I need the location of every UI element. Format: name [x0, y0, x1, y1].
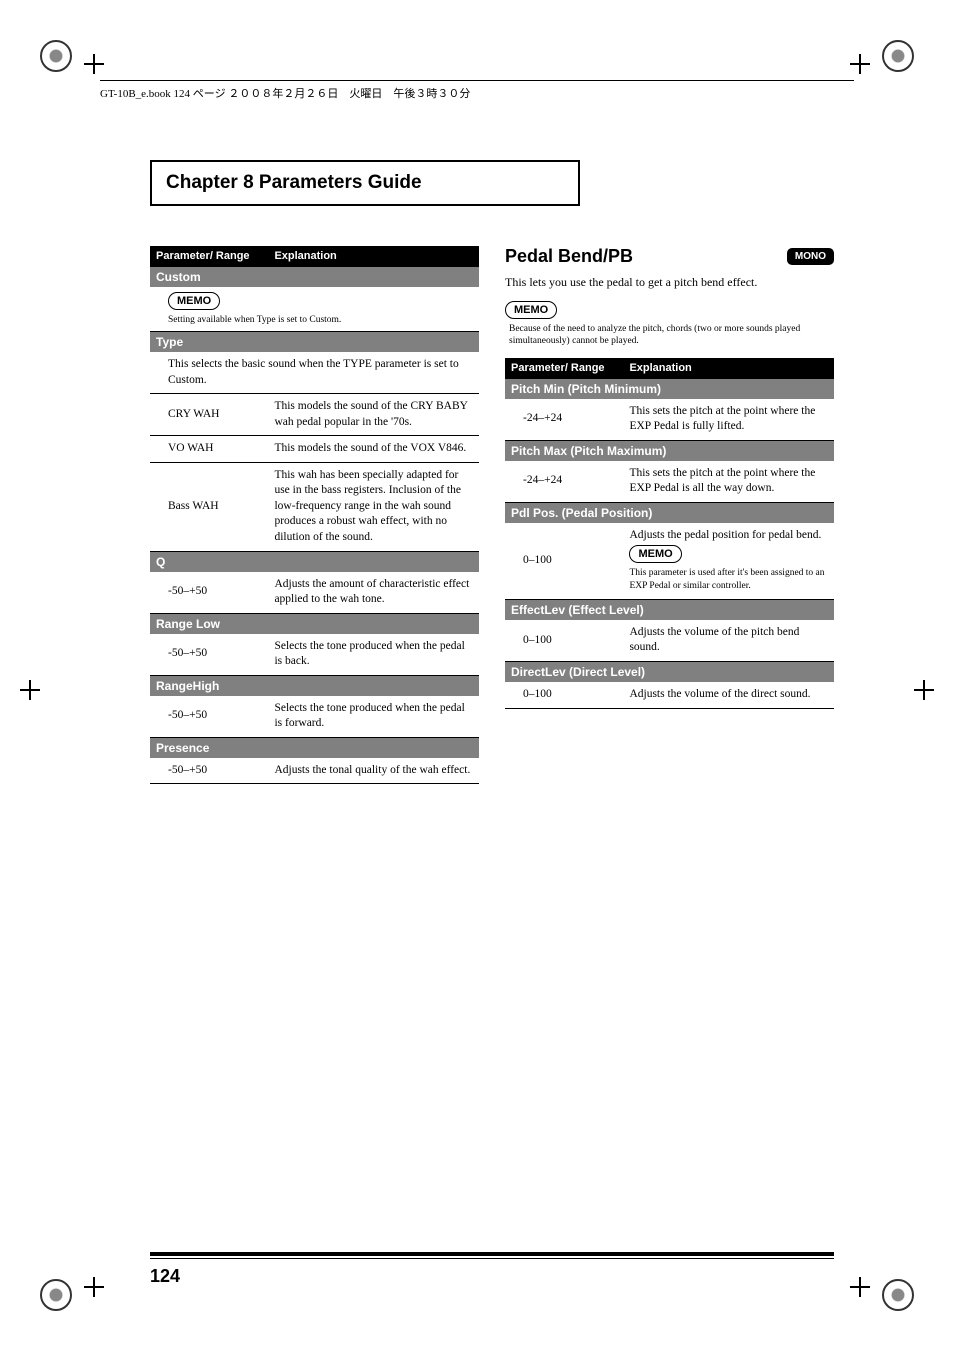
memo-text: Setting available when Type is set to Cu…	[168, 314, 473, 326]
param-val: Adjusts the volume of the direct sound.	[623, 682, 834, 708]
section-pitchmax: Pitch Max (Pitch Maximum)	[505, 440, 834, 461]
param-key: -24–+24	[505, 399, 623, 441]
chapter-title: Chapter 8 Parameters Guide	[166, 172, 422, 193]
memo-block: MEMO Because of the need to analyze the …	[505, 300, 834, 348]
memo-text: This parameter is used after it's been a…	[629, 567, 828, 592]
header-meta-line: GT-10B_e.book 124 ページ ２００８年２月２６日 火曜日 午後３…	[100, 80, 854, 101]
header-explanation: Explanation	[623, 358, 834, 379]
param-val: Selects the tone produced when the pedal…	[268, 696, 479, 738]
crop-mark	[84, 1277, 104, 1297]
section-effectlev: EffectLev (Effect Level)	[505, 599, 834, 620]
crop-mark	[84, 54, 104, 74]
section-pitchmin: Pitch Min (Pitch Minimum)	[505, 378, 834, 399]
corner-decoration	[882, 40, 914, 72]
param-val: Adjusts the tonal quality of the wah eff…	[268, 758, 479, 784]
param-val: Adjusts the pedal position for pedal ben…	[623, 523, 834, 600]
footer-rule	[150, 1252, 834, 1259]
pdlpos-top-text: Adjusts the pedal position for pedal ben…	[629, 528, 828, 544]
param-val: This models the sound of the CRY BABY wa…	[268, 394, 479, 436]
header-parameter: Parameter/ Range	[150, 246, 268, 267]
param-key: -50–+50	[150, 634, 268, 676]
param-key: -50–+50	[150, 758, 268, 784]
memo-badge: MEMO	[168, 292, 220, 310]
param-key: 0–100	[505, 620, 623, 662]
param-val: Selects the tone produced when the pedal…	[268, 634, 479, 676]
heading-text: Pedal Bend/PB	[505, 246, 633, 267]
memo-badge: MEMO	[505, 301, 557, 319]
page-content: Chapter 8 Parameters Guide Parameter/ Ra…	[150, 160, 834, 1251]
intro-text: This lets you use the pedal to get a pit…	[505, 275, 834, 290]
section-rangelow: Range Low	[150, 613, 479, 634]
param-key: -24–+24	[505, 461, 623, 503]
corner-decoration	[40, 1279, 72, 1311]
header-explanation: Explanation	[268, 246, 479, 267]
chapter-title-box: Chapter 8 Parameters Guide	[150, 160, 580, 206]
section-pdlpos: Pdl Pos. (Pedal Position)	[505, 502, 834, 523]
param-key: VO WAH	[150, 436, 268, 463]
section-q: Q	[150, 551, 479, 572]
parameter-table-right: Parameter/ Range Explanation Pitch Min (…	[505, 358, 834, 709]
param-key: 0–100	[505, 523, 623, 600]
memo-text: Because of the need to analyze the pitch…	[505, 323, 834, 348]
param-val: Adjusts the volume of the pitch bend sou…	[623, 620, 834, 662]
table-header-row: Parameter/ Range Explanation	[505, 358, 834, 379]
crop-mark	[850, 1277, 870, 1297]
corner-decoration	[882, 1279, 914, 1311]
param-val: This wah has been specially adapted for …	[268, 462, 479, 551]
left-column: Parameter/ Range Explanation Custom MEMO…	[150, 246, 479, 784]
param-key: CRY WAH	[150, 394, 268, 436]
section-rangehigh: RangeHigh	[150, 675, 479, 696]
param-key: -50–+50	[150, 572, 268, 614]
crop-mark	[20, 680, 40, 700]
param-key: -50–+50	[150, 696, 268, 738]
param-val: This sets the pitch at the point where t…	[623, 399, 834, 441]
param-val: This sets the pitch at the point where t…	[623, 461, 834, 503]
header-parameter: Parameter/ Range	[505, 358, 623, 379]
crop-mark	[850, 54, 870, 74]
pedal-bend-heading: Pedal Bend/PB MONO	[505, 246, 834, 267]
param-key: 0–100	[505, 682, 623, 708]
param-val: This models the sound of the VOX V846.	[268, 436, 479, 463]
mono-badge: MONO	[787, 248, 834, 265]
section-type: Type	[150, 332, 479, 353]
type-desc: This selects the basic sound when the TY…	[150, 352, 479, 394]
section-custom: Custom	[150, 267, 479, 288]
section-directlev: DirectLev (Direct Level)	[505, 661, 834, 682]
param-key: Bass WAH	[150, 462, 268, 551]
section-presence: Presence	[150, 737, 479, 758]
corner-decoration	[40, 40, 72, 72]
crop-mark	[914, 680, 934, 700]
parameter-table-left: Parameter/ Range Explanation Custom MEMO…	[150, 246, 479, 784]
right-column: Pedal Bend/PB MONO This lets you use the…	[505, 246, 834, 784]
table-header-row: Parameter/ Range Explanation	[150, 246, 479, 267]
param-val: Adjusts the amount of characteristic eff…	[268, 572, 479, 614]
memo-badge: MEMO	[629, 545, 681, 563]
custom-memo: MEMO Setting available when Type is set …	[150, 287, 479, 332]
page-number: 124	[150, 1266, 180, 1287]
